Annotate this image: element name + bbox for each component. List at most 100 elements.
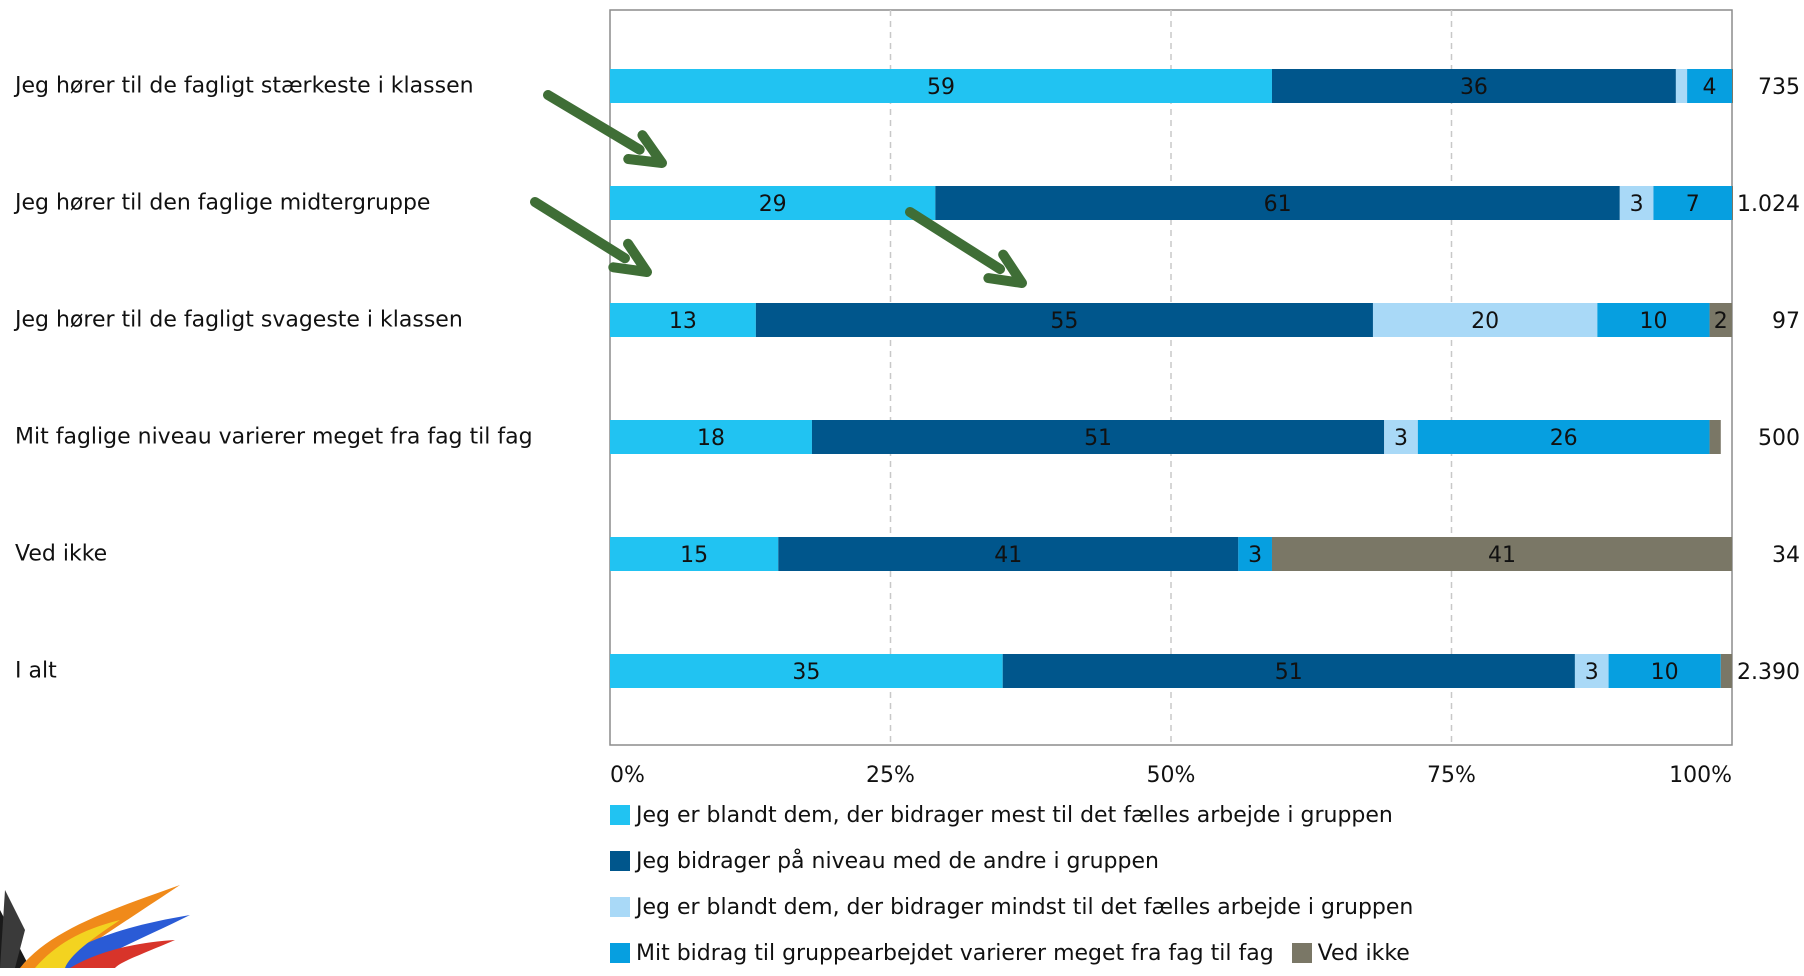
annotation-arrow bbox=[543, 90, 645, 155]
bar-segment bbox=[755, 303, 1373, 337]
legend-item: Jeg bidrager på niveau med de andre i gr… bbox=[610, 849, 1159, 874]
segment-label: 36 bbox=[1460, 75, 1488, 100]
category-label: Jeg hører til de fagligt stærkeste i kla… bbox=[15, 73, 474, 99]
bar-segment bbox=[1597, 303, 1710, 337]
gridlines bbox=[609, 9, 1733, 746]
x-tick-label: 25% bbox=[866, 763, 915, 788]
bar-segment bbox=[610, 303, 756, 337]
legend-item: Jeg er blandt dem, der bidrager mest til… bbox=[610, 803, 1393, 828]
bar-segment bbox=[778, 537, 1239, 571]
legend-swatch bbox=[1291, 943, 1312, 963]
category-label: Ved ikke bbox=[15, 541, 108, 567]
segment-label: 51 bbox=[1275, 660, 1303, 685]
bar-segment bbox=[1372, 303, 1598, 337]
bar-segment bbox=[610, 186, 936, 220]
segment-label: 2 bbox=[1714, 309, 1728, 334]
bar-segment bbox=[610, 537, 779, 571]
annotation-arrowhead bbox=[983, 249, 1027, 288]
bar-segment bbox=[935, 186, 1620, 220]
legend-swatch bbox=[610, 897, 630, 917]
legend-label: Jeg er blandt dem, der bidrager mest til… bbox=[636, 802, 1393, 828]
bar-segment bbox=[1271, 69, 1676, 103]
legend-label: Ved ikke bbox=[1317, 940, 1410, 966]
bar-segment bbox=[1732, 69, 1733, 103]
legend-label: Jeg er blandt dem, der bidrager mindst t… bbox=[636, 894, 1414, 920]
bar-segment bbox=[1608, 654, 1721, 688]
total-label: 34 bbox=[1772, 543, 1800, 568]
category-label: Mit faglige niveau varierer meget fra fa… bbox=[15, 424, 533, 450]
bar-segment bbox=[1687, 69, 1732, 103]
annotation-arrow bbox=[905, 207, 1006, 275]
total-labels: 735 1.024 97 500 34 2.390 bbox=[1737, 75, 1800, 685]
bar-segment bbox=[1709, 420, 1721, 454]
annotation-arrowhead bbox=[623, 130, 667, 168]
bar-segment bbox=[1720, 654, 1732, 688]
bar-segment bbox=[1675, 69, 1688, 103]
bar-segment bbox=[1417, 420, 1710, 454]
segment-label: 3 bbox=[1248, 543, 1262, 568]
segment-label: 13 bbox=[669, 309, 697, 334]
x-tick-label: 75% bbox=[1427, 763, 1476, 788]
segment-label: 20 bbox=[1471, 309, 1499, 334]
segment-label: 35 bbox=[792, 660, 820, 685]
segment-label: 3 bbox=[1585, 660, 1599, 685]
segment-label: 3 bbox=[1630, 192, 1644, 217]
segment-label: 15 bbox=[680, 543, 708, 568]
x-tick-label: 0% bbox=[610, 763, 645, 788]
category-label: I alt bbox=[15, 658, 57, 684]
total-label: 500 bbox=[1758, 426, 1800, 451]
segment-label: 4 bbox=[1703, 75, 1717, 100]
legend-label: Jeg bidrager på niveau med de andre i gr… bbox=[636, 848, 1159, 874]
x-tick-label: 50% bbox=[1147, 763, 1196, 788]
bar-segment bbox=[1732, 186, 1733, 220]
segment-label: 10 bbox=[1651, 660, 1679, 685]
x-axis-ticks: 0% 25% 50% 75% 100% bbox=[610, 763, 1732, 788]
segment-label: 29 bbox=[759, 192, 787, 217]
category-label: Jeg hører til de fagligt svageste i klas… bbox=[15, 307, 463, 333]
bar-segment bbox=[1653, 186, 1732, 220]
total-label: 97 bbox=[1772, 309, 1800, 334]
segment-label: 41 bbox=[994, 543, 1022, 568]
legend-swatch bbox=[610, 805, 630, 825]
bar-segment bbox=[610, 654, 1003, 688]
colorful-brush-logo bbox=[0, 885, 190, 968]
bar-segment bbox=[1238, 537, 1272, 571]
legend-swatch bbox=[610, 943, 630, 963]
segment-label: 7 bbox=[1686, 192, 1700, 217]
legend-swatch bbox=[610, 851, 630, 871]
segment-label: 59 bbox=[927, 75, 955, 100]
total-label: 735 bbox=[1758, 75, 1800, 100]
annotation-arrow bbox=[530, 197, 630, 264]
bar-segment bbox=[1271, 537, 1732, 571]
segment-label: 55 bbox=[1050, 309, 1078, 334]
legend-item: Ved ikke bbox=[1291, 940, 1410, 966]
x-tick-label: 100% bbox=[1669, 763, 1732, 788]
bar-segment bbox=[610, 69, 1272, 103]
segment-label: 51 bbox=[1084, 426, 1112, 451]
legend-item: Mit bidrag til gruppearbejdet varierer m… bbox=[610, 941, 1274, 966]
total-label: 2.390 bbox=[1737, 660, 1800, 685]
bar-segment bbox=[1002, 654, 1575, 688]
segment-label: 10 bbox=[1639, 309, 1667, 334]
bar-segment bbox=[1619, 186, 1654, 220]
category-label: Jeg hører til den faglige midtergruppe bbox=[15, 190, 431, 216]
total-label: 1.024 bbox=[1737, 192, 1800, 217]
bar-segment bbox=[1574, 654, 1609, 688]
legend: Jeg er blandt dem, der bidrager mest til… bbox=[610, 792, 1431, 976]
legend-item: Jeg er blandt dem, der bidrager mindst t… bbox=[610, 895, 1413, 920]
segment-label: 3 bbox=[1394, 426, 1408, 451]
bar-segment bbox=[811, 420, 1385, 454]
bars bbox=[610, 69, 1733, 688]
legend-label: Mit bidrag til gruppearbejdet varierer m… bbox=[636, 940, 1274, 966]
segment-label: 61 bbox=[1264, 192, 1292, 217]
segment-label: 18 bbox=[697, 426, 725, 451]
segment-label: 41 bbox=[1488, 543, 1516, 568]
annotation-arrowhead bbox=[608, 238, 652, 277]
bar-segment bbox=[610, 420, 812, 454]
bar-segment bbox=[1384, 420, 1418, 454]
segment-label: 26 bbox=[1550, 426, 1578, 451]
annotation-arrows bbox=[530, 90, 1027, 288]
bar-segment bbox=[1709, 303, 1732, 337]
